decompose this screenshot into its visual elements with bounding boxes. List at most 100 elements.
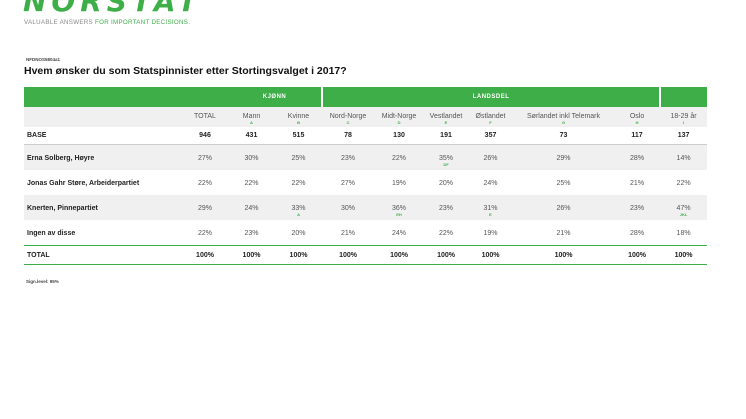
answer-value: 23% (322, 144, 375, 162)
significance-letters (275, 237, 322, 246)
answer-value: 20% (439, 180, 454, 187)
answer-value: 47% (660, 195, 708, 212)
answer-value: 24% (483, 180, 498, 187)
column-header: Midt-Norge (374, 107, 425, 120)
column-header: Nord-Norge (322, 107, 375, 120)
significance-letters (424, 212, 469, 220)
significance-letters (182, 237, 228, 246)
total-value: 100% (275, 245, 323, 265)
significance-letters: EH (374, 212, 425, 220)
significance-letters (374, 187, 424, 195)
answer-value: 33% (275, 195, 323, 212)
total-value: 100% (424, 245, 469, 265)
significance-letters (660, 187, 707, 195)
answer-value: 19% (483, 230, 498, 237)
answer-value: 19% (392, 180, 407, 187)
column-header: Oslo (614, 107, 661, 120)
significance-letters (513, 237, 614, 246)
answer-value: 20% (291, 230, 306, 237)
answer-value: 27% (341, 180, 356, 187)
answer-value: 21% (630, 180, 645, 187)
answer-value: 29% (513, 144, 615, 162)
base-value: 431 (228, 127, 275, 145)
significance-letters (322, 237, 374, 246)
significance-letters (275, 187, 322, 195)
column-header: TOTAL (182, 107, 228, 120)
significance-letters (468, 237, 513, 246)
answer-value: 21% (556, 230, 571, 237)
answer-value: 22% (197, 230, 212, 237)
answer-label: Jonas Gahr Støre, Arbeiderpartiet (27, 180, 140, 187)
significance-letters (322, 187, 374, 195)
significance-letters: DF (424, 162, 469, 170)
answer-value: 35% (424, 144, 469, 162)
sig-blank (24, 187, 182, 195)
header-blank (24, 107, 182, 120)
significance-letters (374, 162, 425, 170)
report-reference: NFDNOS5804a1 (26, 57, 61, 62)
total-value: 100% (228, 245, 275, 265)
column-letter: D (374, 120, 425, 127)
norstat-logo: NORSTAT (23, 0, 202, 18)
significance-letters (182, 212, 228, 220)
base-value: 130 (374, 127, 425, 145)
significance-letters (660, 162, 708, 170)
column-header: 18-29 år (660, 107, 708, 120)
base-value: 946 (182, 127, 228, 145)
group-kjonn: KJØNN (228, 87, 323, 107)
significance-row (24, 187, 707, 195)
column-header: Kvinne (275, 107, 323, 120)
band-blank (659, 87, 708, 107)
total-value: 100% (322, 245, 375, 265)
significance-letters: A (275, 212, 323, 220)
answer-value: 22% (676, 180, 691, 187)
significance-level: Sign.level: 95% (26, 279, 59, 284)
column-header-row: TOTAL Mann Kvinne Nord-Norge Midt-Norge Vestl… (24, 107, 708, 120)
answer-value: 18% (676, 230, 691, 237)
answer-value: 28% (614, 144, 661, 162)
total-value: 100% (614, 245, 661, 265)
base-value: 73 (513, 127, 615, 145)
column-header: Mann (228, 107, 275, 120)
base-row: BASE 946 431 515 78 130 191 357 73 117 137 (24, 127, 708, 145)
column-letter: H (614, 120, 661, 127)
answer-label: Erna Solberg, Høyre (24, 144, 182, 162)
significance-letters (322, 212, 375, 220)
significance-letters (614, 237, 660, 246)
answer-value: 30% (322, 195, 375, 212)
answer-value: 14% (660, 144, 708, 162)
significance-letters (513, 162, 615, 170)
significance-letters (374, 237, 424, 246)
significance-letters (275, 162, 323, 170)
total-label: TOTAL (24, 245, 182, 265)
answer-value: 23% (424, 195, 469, 212)
total-value: 100% (513, 245, 615, 265)
answer-value: 26% (513, 195, 615, 212)
answer-value: 22% (291, 180, 306, 187)
answer-label: Ingen av disse (27, 230, 76, 237)
significance-letters (513, 187, 614, 195)
answer-value: 21% (341, 230, 356, 237)
significance-letters (468, 187, 513, 195)
answer-value: 27% (182, 144, 228, 162)
answer-row: Knerten, Pinnepartiet 29% 24% 33% 30% 36% 23% 3… (24, 195, 708, 212)
significance-letters (614, 162, 661, 170)
total-value: 100% (182, 245, 228, 265)
base-value: 515 (275, 127, 323, 145)
sig-blank (24, 162, 182, 170)
sig-blank (24, 237, 182, 246)
answer-value: 29% (182, 195, 228, 212)
significance-row: A EH E JKL (24, 212, 708, 220)
answer-row: Erna Solberg, Høyre 27% 30% 25% 23% 22% 35% 26%… (24, 144, 708, 162)
significance-letters (614, 212, 661, 220)
significance-letters (614, 187, 660, 195)
answer-value: 26% (468, 144, 514, 162)
base-value: 78 (322, 127, 375, 145)
column-letter: I (660, 120, 708, 127)
significance-letters: JKL (660, 212, 708, 220)
significance-letters (228, 187, 275, 195)
significance-letters (660, 237, 707, 246)
answer-label: Knerten, Pinnepartiet (24, 195, 182, 212)
significance-letters: E (468, 212, 514, 220)
